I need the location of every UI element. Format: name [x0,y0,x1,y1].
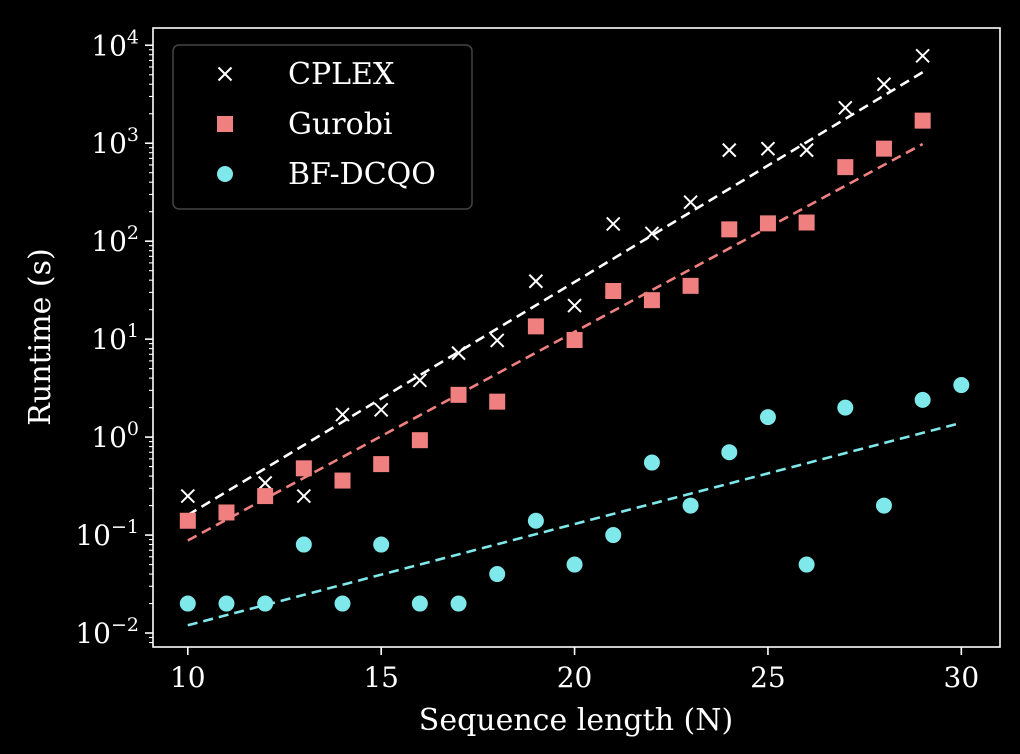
legend-box [172,44,473,210]
bf-dcqo-point [643,454,660,471]
gurobi-point [295,460,312,477]
bf-dcqo-point [334,595,351,612]
y-tick-label: 10−2 [75,614,139,650]
bf-dcqo-point [373,536,390,553]
bf-dcqo-point [875,497,892,514]
x-axis-label: Sequence length (N) [419,703,733,738]
cplex-point [528,274,544,289]
cplex-point [799,142,814,158]
cplex-point [644,226,660,241]
bf-dcqo-point [179,595,196,612]
bf-dcqo-point [953,377,970,394]
legend-marker-cplex [217,66,233,82]
gurobi-point [257,488,274,505]
gurobi-point [450,386,467,403]
cplex-point [722,142,737,158]
cplex-point [451,345,466,361]
bf-dcqo-point [489,566,506,583]
bf-dcqo-point [721,444,738,461]
x-tick-label: 20 [557,661,593,694]
bf-dcqo-point [682,497,699,514]
legend-label-bf-dcqo: BF-DCQO [288,157,436,192]
gurobi-point [218,504,235,521]
x-tick-label: 25 [750,661,786,694]
gurobi-point [373,456,390,473]
cplex-point [490,333,505,348]
y-tick-label: 102 [91,222,139,258]
bf-dcqo-point [566,556,583,573]
cplex-point [335,407,350,422]
legend-label-cplex: CPLEX [288,57,395,92]
gurobi-point [411,432,428,449]
cplex-point [838,100,853,115]
y-tick-label: 100 [91,418,139,454]
x-tick-label: 30 [944,661,980,694]
cplex-point [915,48,930,64]
x-tick-label: 10 [170,661,206,694]
bf-dcqo-point [527,512,544,529]
fit-line [187,142,924,542]
bf-dcqo-point [295,536,312,553]
bf-dcqo-point [411,595,428,612]
bf-dcqo-point [798,556,815,573]
gurobi-point [566,331,583,348]
fit-line [187,421,962,627]
gurobi-point [489,393,506,410]
legend-marker-bf-dcqo [217,166,233,182]
legend: CPLEX Gurobi BF-DCQO [172,44,473,210]
gurobi-point [605,283,622,300]
gurobi-point [179,512,196,529]
bf-dcqo-point [914,391,931,408]
cplex-point [567,298,582,313]
plot-frame [152,27,1001,648]
gurobi-point [798,214,815,231]
bf-dcqo-point [837,399,854,416]
gurobi-point [527,318,544,335]
gurobi-point [334,472,351,489]
x-tick-label: 15 [363,661,399,694]
bf-dcqo-point [450,595,467,612]
gurobi-point [682,277,699,294]
cplex-point [760,141,776,156]
legend-marker-gurobi [217,116,233,132]
gurobi-point [759,215,776,232]
gurobi-point [643,292,660,309]
cplex-point [876,77,892,92]
gurobi-point [914,112,931,129]
cplex-point [180,488,196,504]
cplex-point [412,373,428,388]
gurobi-point [875,140,892,157]
y-tick-label: 101 [91,320,139,356]
fit-lines [187,71,962,627]
cplex-point [373,402,389,417]
bf-dcqo-point [759,409,776,426]
gurobi-point [837,159,854,176]
y-tick-label: 10−1 [75,516,139,552]
bf-dcqo-point [605,527,622,544]
data-points [179,48,970,612]
gurobi-point [721,221,738,238]
cplex-point [683,194,698,210]
y-tick-label: 103 [91,124,139,160]
y-axis-label: Runtime (s) [23,248,58,425]
legend-label-gurobi: Gurobi [288,107,393,142]
y-tick-label: 104 [91,26,139,62]
cplex-point [606,216,621,232]
bf-dcqo-point [257,595,274,612]
cplex-point [296,488,312,504]
cplex-point [257,475,273,491]
bf-dcqo-point [218,595,235,612]
axis-ticks: 10 15 20 25 30 10−2 10−1 100 101 102 103 104 [75,26,979,694]
